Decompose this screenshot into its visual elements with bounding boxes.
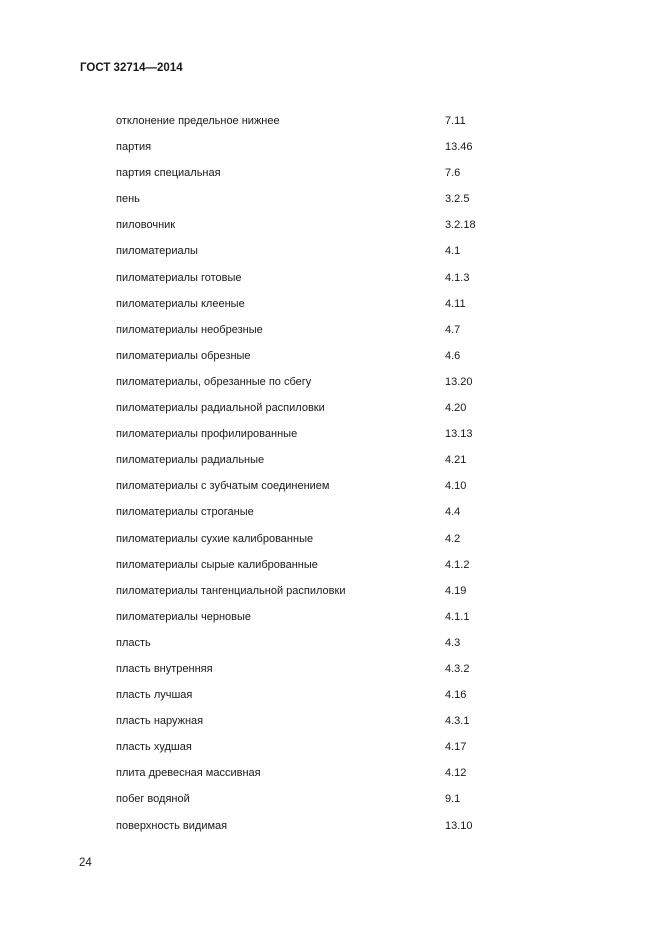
index-term: пиломатериалы необрезные <box>116 323 263 336</box>
index-term: пиломатериалы тангенциальной распиловки <box>116 584 346 597</box>
index-row: пиломатериалы обрезные 4.6 <box>116 343 536 369</box>
index-term: партия специальная <box>116 167 221 180</box>
index-row: пиломатериалы радиальные 4.21 <box>116 447 536 473</box>
index-term: пиломатериалы с зубчатым соединением <box>116 480 330 493</box>
document-header: ГОСТ 32714—2014 <box>80 62 183 74</box>
index-term: пласть наружная <box>116 715 204 728</box>
index-row: партия 13.46 <box>116 134 536 160</box>
index-row: пласть 4.3 <box>116 630 536 656</box>
index-term: пиломатериалы <box>116 245 198 258</box>
index-row: отклонение предельное нижнее 7.11 <box>116 108 536 134</box>
index-reference: 4.11 <box>445 297 466 310</box>
index-term: пиломатериалы готовые <box>116 271 242 284</box>
index-row: пласть худшая 4.17 <box>116 734 536 760</box>
index-row: пиломатериалы с зубчатым соединением 4.10 <box>116 473 536 499</box>
index-term: партия <box>116 141 152 154</box>
index-row: пиломатериалы тангенциальной распиловки 4… <box>116 578 536 604</box>
index-term: пиломатериалы профилированные <box>116 428 298 441</box>
index-term: пласть <box>116 636 151 649</box>
index-term: пиломатериалы радиальной распиловки <box>116 402 325 415</box>
index-reference: 3.2.5 <box>445 193 470 206</box>
index-row: пиломатериалы 4.1 <box>116 238 536 264</box>
index-reference: 4.10 <box>445 480 467 493</box>
index-row: пиломатериалы, обрезанные по сбегу 13.20 <box>116 369 536 395</box>
index-reference: 13.20 <box>445 375 473 388</box>
index-row: пласть внутренняя 4.3.2 <box>116 656 536 682</box>
index-term: пень <box>116 193 140 206</box>
index-term: пиломатериалы сухие калиброванные <box>116 532 314 545</box>
index-row: плита древесная массивная 4.12 <box>116 760 536 786</box>
index-reference: 4.21 <box>445 454 467 467</box>
index-row: пиломатериалы сухие калиброванные 4.2 <box>116 526 536 552</box>
index-term: пиломатериалы, обрезанные по сбегу <box>116 375 312 388</box>
index-row: пласть лучшая 4.16 <box>116 682 536 708</box>
index-row: пиломатериалы черновые 4.1.1 <box>116 604 536 630</box>
index-term: отклонение предельное нижнее <box>116 115 280 127</box>
index-reference: 4.12 <box>445 767 467 780</box>
index-reference: 4.4 <box>445 506 461 519</box>
index-reference: 4.3.2 <box>445 662 470 675</box>
page-number: 24 <box>79 857 92 869</box>
index-row: пиломатериалы готовые 4.1.3 <box>116 265 536 291</box>
index-reference: 13.46 <box>445 141 473 154</box>
index-term: пиломатериалы радиальные <box>116 454 265 467</box>
index-reference: 4.16 <box>445 689 467 702</box>
index-row: поверхность видимая 13.10 <box>116 813 536 839</box>
index-term: плита древесная массивная <box>116 767 261 780</box>
index-reference: 4.3.1 <box>445 715 470 728</box>
index-term: пиломатериалы обрезные <box>116 349 251 362</box>
index-reference: 4.17 <box>445 741 467 754</box>
index-reference: 4.19 <box>445 584 467 597</box>
index-row: пиломатериалы необрезные 4.7 <box>116 317 536 343</box>
index-reference: 4.2 <box>445 532 461 545</box>
index-term: пиломатериалы черновые <box>116 610 252 623</box>
index-term: пиловочник <box>116 219 176 232</box>
index-term: пласть внутренняя <box>116 662 213 675</box>
index-reference: 13.10 <box>445 819 473 832</box>
index-reference: 9.1 <box>445 793 461 806</box>
index-reference: 4.1.1 <box>445 610 470 623</box>
index-term: пиломатериалы клееные <box>116 297 245 310</box>
index-row: пиловочник 3.2.18 <box>116 212 536 238</box>
index-reference: 4.1 <box>445 245 461 258</box>
index-reference: 3.2.18 <box>445 219 476 232</box>
index-reference: 4.1.2 <box>445 558 470 571</box>
index-term: пиломатериалы сырые калиброванные <box>116 558 318 571</box>
index-row: побег водяной 9.1 <box>116 786 536 812</box>
index-row: партия специальная 7.6 <box>116 160 536 186</box>
index-term: побег водяной <box>116 793 190 806</box>
index-reference: 7.6 <box>445 167 461 180</box>
index-term: пиломатериалы строганые <box>116 506 254 519</box>
index-reference: 13.13 <box>445 428 473 441</box>
index-row: пиломатериалы радиальной распиловки 4.20 <box>116 395 536 421</box>
index-row: пиломатериалы клееные 4.11 <box>116 291 536 317</box>
index-reference: 7.11 <box>445 115 466 127</box>
index-reference: 4.7 <box>445 323 461 336</box>
index-term: пласть лучшая <box>116 689 193 702</box>
index-term: поверхность видимая <box>116 819 228 832</box>
index-row: пень 3.2.5 <box>116 186 536 212</box>
index-row: пиломатериалы сырые калиброванные 4.1.2 <box>116 552 536 578</box>
index-row: пиломатериалы строганые 4.4 <box>116 499 536 525</box>
term-index-list: отклонение предельное нижнее 7.11 партия 13… <box>116 108 536 839</box>
index-row: пиломатериалы профилированные 13.13 <box>116 421 536 447</box>
index-reference: 4.6 <box>445 349 461 362</box>
index-reference: 4.1.3 <box>445 271 470 284</box>
index-row: пласть наружная 4.3.1 <box>116 708 536 734</box>
index-term: пласть худшая <box>116 741 192 754</box>
index-reference: 4.3 <box>445 636 461 649</box>
index-reference: 4.20 <box>445 402 467 415</box>
